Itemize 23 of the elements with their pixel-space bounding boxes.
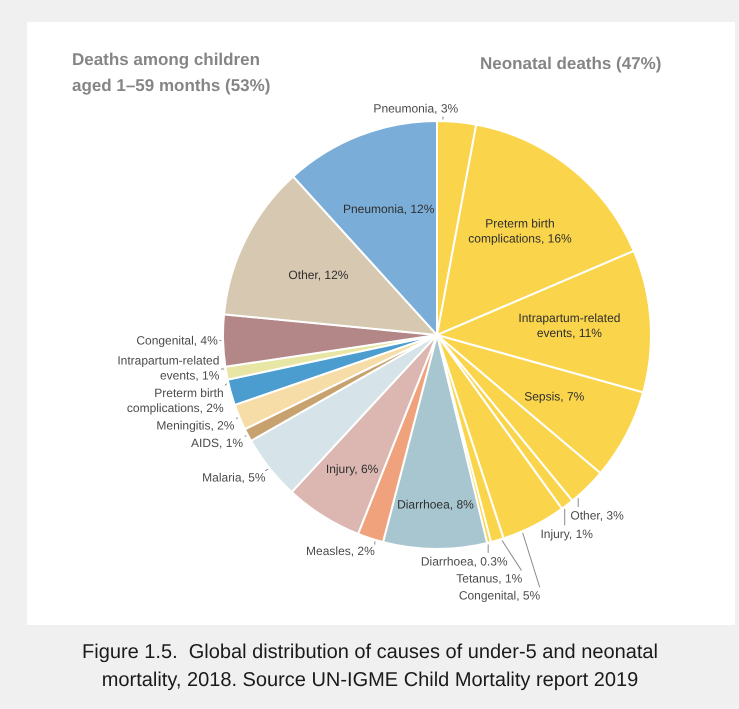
slice-label: Diarrhoea, 8% [397,498,474,512]
slice-label: Preterm birth complications, 2% [126,386,224,416]
slice-label: Sepsis, 7% [524,389,585,404]
slice-label: Measles, 2% [306,544,376,558]
slice-label: Intrapartum-related events, 11% [518,311,620,340]
slice-label: AIDS, 1% [191,436,244,450]
text: Deaths among children aged 1–59 months (53%) [72,49,272,97]
slice-label: Tetanus, 1% [456,572,523,586]
slice-label: Diarrhoea, 0.3% [420,554,508,568]
text: Neonatal deaths (47%) [480,53,662,75]
slice-label: Injury, 6% [326,462,379,476]
slice-label: Congenital, 4% [136,333,218,348]
slice-label: Malaria, 5% [202,470,266,484]
slice-label: Other, 3% [570,508,624,522]
slice-label: Pneumonia, 3% [373,102,458,116]
slice-label: Other, 12% [288,268,349,282]
caption: Figure 1.5. Global distribution of causes of under-5 and neonatal mortality, 2018. Source UN-IGME Child Mortality report 2019 [81,640,659,693]
slice-label: Congenital, 5% [458,588,541,603]
slice-label: Intrapartum-related events, 1% [117,353,220,382]
slice-label: Preterm birth complications, 16% [468,216,572,246]
slice-label: Meningitis, 2% [156,418,235,432]
slice-label: Pneumonia, 12% [342,202,435,216]
slice-label: Injury, 1% [540,526,594,541]
